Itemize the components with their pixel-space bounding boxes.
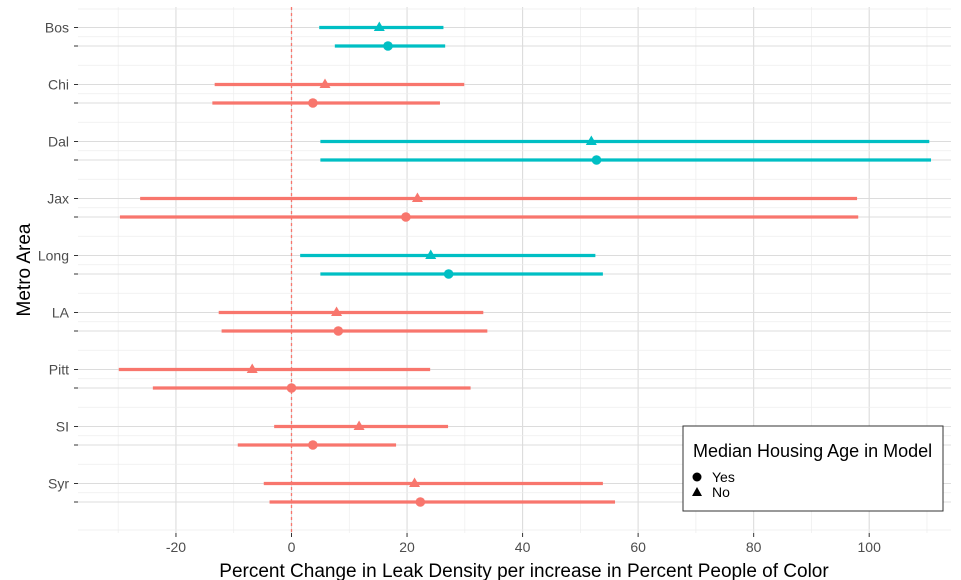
point-circle-dal <box>591 155 602 165</box>
y-tick-label-pitt: Pitt <box>49 362 69 378</box>
point-circle-long <box>443 269 454 279</box>
legend-label-yes: Yes <box>712 469 735 485</box>
x-tick-label: 0 <box>288 539 296 555</box>
x-tick-label: 100 <box>858 539 882 555</box>
legend-label-no: No <box>712 484 730 500</box>
x-axis-title: Percent Change in Leak Density per incre… <box>219 561 829 580</box>
point-circle-pitt <box>286 383 297 393</box>
point-triangle-chi <box>319 78 331 88</box>
y-tick-label-syr: Syr <box>48 476 69 492</box>
y-tick-label-dal: Dal <box>48 134 69 150</box>
y-axis-title: Metro Area <box>14 223 35 316</box>
point-circle-jax <box>401 212 411 222</box>
point-triangle-bos <box>373 21 385 31</box>
point-circle-bos <box>383 41 393 51</box>
point-triangle-jax <box>411 192 423 202</box>
point-circle-si <box>308 440 318 450</box>
point-triangle-dal <box>585 135 597 145</box>
point-triangle-si <box>353 420 365 430</box>
y-tick-label-long: Long <box>38 248 69 264</box>
point-circle-chi <box>308 98 318 108</box>
x-tick-label: 60 <box>630 539 646 555</box>
x-tick-label: 20 <box>399 539 415 555</box>
legend-box <box>682 425 944 512</box>
x-tick-labels: -20 0 20 40 60 80 100 <box>166 533 881 555</box>
legend-key-triangle <box>692 487 702 496</box>
y-tick-label-si: SI <box>56 419 69 435</box>
y-tick-label-la: LA <box>52 305 70 321</box>
x-tick-label: -20 <box>166 539 186 555</box>
y-tick-label-chi: Chi <box>48 77 69 93</box>
point-circle-la <box>333 326 344 336</box>
x-tick-label: 80 <box>746 539 762 555</box>
legend: Median Housing Age in Model Yes No <box>682 425 944 512</box>
data-marks <box>118 21 932 507</box>
point-circle-syr <box>415 497 426 507</box>
legend-title: Median Housing Age in Model <box>693 441 932 461</box>
point-triangle-long <box>425 249 437 259</box>
y-tick-label-jax: Jax <box>47 191 69 207</box>
point-triangle-syr <box>409 477 421 487</box>
legend-key-circle <box>692 472 702 482</box>
point-triangle-la <box>331 306 343 316</box>
y-tick-labels: Bos Chi Dal Jax Long LA Pitt SI Syr <box>38 20 78 503</box>
y-tick-label-bos: Bos <box>45 20 69 36</box>
point-triangle-pitt <box>246 363 258 373</box>
x-tick-label: 40 <box>515 539 531 555</box>
